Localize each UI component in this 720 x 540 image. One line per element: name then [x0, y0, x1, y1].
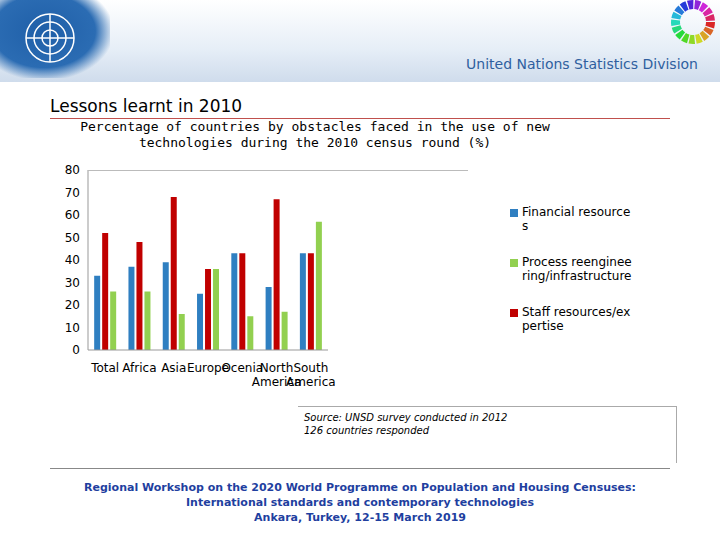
svg-text:20: 20 — [65, 298, 80, 312]
svg-text:SouthAmerica: SouthAmerica — [286, 361, 336, 389]
svg-text:30: 30 — [65, 276, 80, 290]
svg-text:70: 70 — [65, 186, 80, 200]
svg-text:60: 60 — [65, 208, 80, 222]
svg-text:10: 10 — [65, 321, 80, 335]
svg-text:Total: Total — [90, 361, 119, 375]
svg-text:50: 50 — [65, 231, 80, 245]
svg-text:0: 0 — [72, 343, 80, 357]
svg-text:40: 40 — [65, 253, 80, 267]
svg-text:Ocenia: Ocenia — [221, 361, 263, 375]
svg-text:Africa: Africa — [122, 361, 156, 375]
svg-text:Asia: Asia — [161, 361, 186, 375]
svg-text:80: 80 — [65, 163, 80, 177]
